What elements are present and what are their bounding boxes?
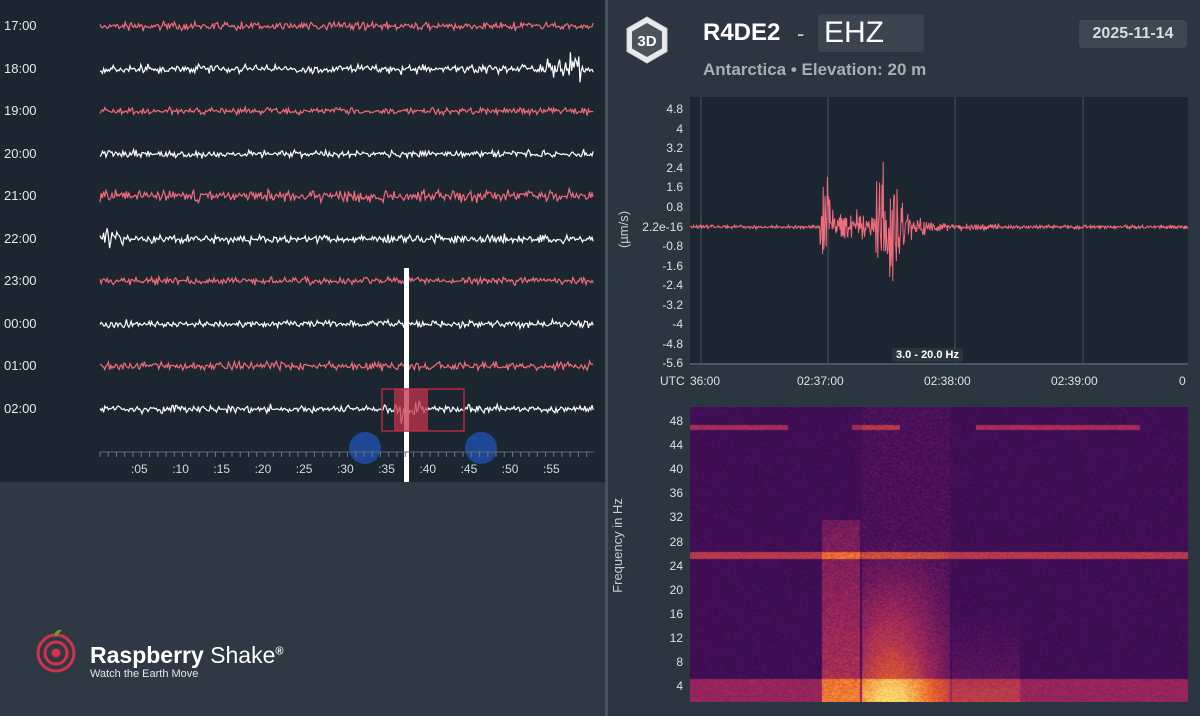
waveform-y-tick: 2.4 [666, 160, 683, 175]
panel-divider [605, 0, 608, 716]
helicorder-trace [99, 358, 594, 373]
helicorder-trace [99, 228, 594, 249]
waveform-x-tick: 02:39:00 [1051, 374, 1098, 388]
selection-right-handle[interactable] [465, 432, 497, 464]
brand-tagline: Watch the Earth Move [90, 668, 199, 680]
selection-highlight [394, 389, 428, 431]
helicorder-panel: 17:00 18:00 19:00 20:00 21:00 22:00 23:00 00:00… [0, 0, 605, 680]
hour-label: 20:00 [4, 146, 37, 161]
minute-label: :50 [501, 462, 519, 476]
spectrogram-y-tick: 16 [669, 606, 683, 621]
hour-label: 19:00 [4, 103, 37, 118]
hour-label: 17:00 [4, 18, 37, 33]
spectrogram-y-axis-title: Frequency in Hz [609, 498, 625, 593]
waveform-y-tick: -3.2 [662, 297, 683, 312]
spectrogram-y-tick: 4 [676, 679, 683, 694]
waveform-y-tick: -0.8 [662, 239, 683, 253]
date-badge[interactable]: 2025-11-14 [1079, 20, 1187, 48]
hour-label: 22:00 [4, 231, 37, 246]
spectrogram-y-tick: 8 [676, 655, 683, 669]
minute-label: :55 [543, 462, 560, 476]
waveform-x-tick: 36:00 [690, 374, 721, 388]
helicorder-trace [99, 52, 594, 83]
spectrogram-y-tick: 24 [669, 558, 683, 573]
helicorder-trace [99, 104, 594, 117]
minute-label: :30 [337, 462, 354, 476]
waveform-y-tick: -5.6 [662, 356, 683, 370]
waveform-y-tick: 3.2 [666, 141, 683, 155]
spectrogram-y-tick: 36 [669, 486, 683, 501]
3d-badge-icon[interactable]: 3D [624, 15, 670, 65]
brand-name-bold: Raspberry [90, 642, 204, 668]
spectrogram-y-tick: 20 [669, 582, 683, 597]
brand-name: Raspberry Shake® [90, 642, 284, 669]
channel-selector[interactable]: EHZ [818, 14, 924, 52]
waveform-y-tick: 0.8 [666, 199, 683, 214]
helicorder-trace [99, 400, 594, 424]
waveform-x-tick: 0 [1179, 374, 1186, 388]
minute-label: :45 [460, 462, 478, 476]
spectrogram-y-tick: 44 [669, 438, 683, 453]
waveform-y-tick: 4.8 [666, 102, 683, 116]
minute-label: :10 [172, 462, 189, 476]
minute-label: :35 [378, 462, 395, 476]
spectrogram-y-tick: 32 [669, 510, 683, 525]
waveform-y-tick: 2.2e-16 [642, 220, 683, 234]
helicorder-trace [99, 186, 594, 205]
badge-text: 3D [637, 33, 656, 50]
waveform-y-tick: -2.4 [662, 278, 683, 292]
hour-label: 02:00 [4, 401, 37, 416]
helicorder-traces [99, 19, 594, 482]
minute-label: :05 [131, 462, 148, 476]
minute-label: :40 [419, 462, 437, 476]
waveform-y-tick: 1.6 [666, 180, 683, 194]
helicorder-trace [99, 317, 594, 331]
station-separator: - [797, 21, 805, 46]
hour-label: 01:00 [4, 358, 37, 373]
brand-name-light: Shake [210, 642, 276, 668]
spectrogram-y-tick: 40 [669, 462, 683, 477]
waveform-x-tick: 02:37:00 [797, 374, 844, 388]
spectrogram-y-tick: 48 [669, 414, 683, 428]
waveform-y-tick: 4 [676, 121, 683, 136]
raspberry-shake-logo-icon [36, 629, 76, 673]
waveform-x-tick: UTC [660, 374, 685, 388]
spectrogram-y-tick: 12 [669, 630, 683, 645]
helicorder-plot [0, 0, 605, 482]
hour-label: 18:00 [4, 61, 37, 76]
minute-label: :25 [295, 462, 313, 476]
minute-label: :20 [254, 462, 272, 476]
event-spike [404, 268, 409, 482]
station-code: R4DE2 [703, 19, 781, 46]
waveform-plot [690, 97, 1188, 363]
station-location: Antarctica • Elevation: 20 m [703, 60, 927, 79]
hour-label: 21:00 [4, 188, 37, 203]
waveform-x-tick: 02:38:00 [924, 374, 971, 388]
hour-label: 00:00 [4, 316, 37, 331]
selection-left-handle[interactable] [349, 432, 381, 464]
waveform-y-tick: -4.8 [662, 336, 683, 351]
registered-mark: ® [275, 645, 284, 658]
helicorder-trace [99, 19, 594, 32]
hour-label: 23:00 [4, 273, 37, 288]
filter-band-label: 3.0 - 20.0 Hz [892, 348, 963, 362]
minute-label: :15 [213, 462, 231, 476]
waveform-y-tick: -1.6 [662, 258, 683, 273]
helicorder-trace [99, 147, 594, 160]
spectrogram-y-tick: 28 [669, 534, 683, 549]
spectrogram-plot [690, 407, 1188, 702]
waveform-y-axis-title: (µm/s) [616, 210, 632, 249]
waveform-y-tick: -4 [672, 317, 683, 331]
helicorder-trace [99, 274, 594, 287]
